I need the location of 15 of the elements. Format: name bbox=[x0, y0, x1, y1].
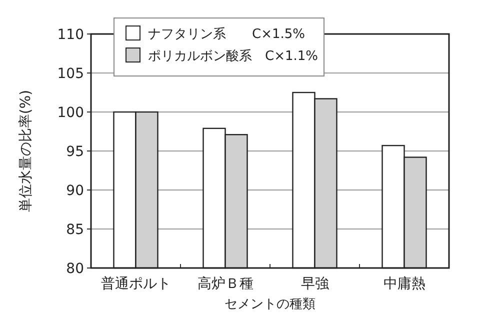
y-tick-label: 100 bbox=[57, 105, 84, 121]
x-tick-label: 普通ポルト bbox=[100, 275, 171, 292]
x-tick-label: 中庸熱 bbox=[383, 276, 426, 292]
y-tick-label: 85 bbox=[66, 222, 84, 238]
legend-label: ナフタリン系 C×1.5% bbox=[148, 27, 305, 42]
y-axis-title: 単位水量の比率(%) bbox=[18, 90, 34, 212]
x-axis-title: セメントの種類 bbox=[224, 297, 316, 312]
x-tick-label: 早強 bbox=[300, 276, 329, 292]
x-tick-label: 高炉Ｂ種 bbox=[197, 276, 254, 292]
y-tick-label: 110 bbox=[57, 27, 84, 43]
y-tick-label: 90 bbox=[66, 183, 84, 199]
y-tick-label: 95 bbox=[66, 144, 84, 160]
y-tick-label: 105 bbox=[57, 66, 84, 82]
legend-label: ポリカルボン酸系 C×1.1% bbox=[148, 49, 318, 64]
y-tick-label: 80 bbox=[66, 261, 84, 277]
